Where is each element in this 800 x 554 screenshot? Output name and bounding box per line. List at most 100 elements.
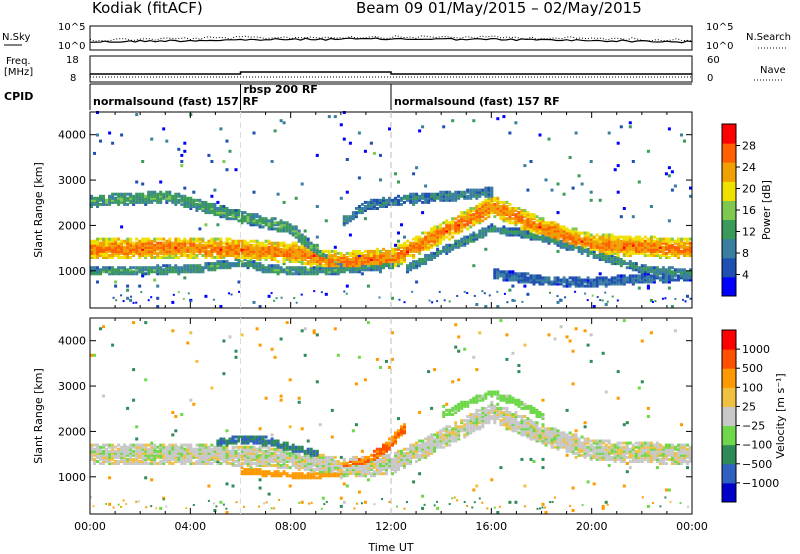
heatmap-cell [195, 447, 199, 451]
heatmap-cell [159, 272, 163, 276]
heatmap-cell [643, 241, 647, 245]
heatmap-cell [580, 241, 584, 245]
heatmap-cell [466, 196, 470, 200]
heatmap-cell [150, 251, 154, 255]
heatmap-cell [231, 217, 235, 221]
heatmap-cell [174, 245, 178, 249]
heatmap-cell [282, 249, 286, 253]
heatmap-cell [207, 445, 211, 449]
heatmap-cell [297, 258, 301, 261]
heatmap-cell [526, 188, 530, 192]
heatmap-cell [297, 476, 301, 480]
heatmap-cell [496, 276, 500, 280]
heatmap-cell [294, 247, 298, 251]
heatmap-cell [568, 280, 572, 284]
heatmap-cell [138, 198, 142, 202]
heatmap-cell [397, 260, 400, 264]
heatmap-cell [680, 245, 683, 249]
heatmap-cell [219, 437, 223, 441]
heatmap-cell [661, 278, 665, 282]
heatmap-cell [132, 202, 136, 206]
heatmap-cell [276, 272, 280, 276]
heatmap-cell [403, 247, 406, 251]
heatmap-cell [327, 264, 331, 268]
heatmap-cell [406, 251, 409, 255]
heatmap-cell [285, 321, 289, 325]
heatmap-cell [228, 457, 232, 461]
heatmap-cell [559, 245, 563, 249]
heatmap-cell [372, 258, 376, 261]
heatmap-cell [267, 223, 271, 227]
heatmap-cell [108, 245, 112, 249]
heatmap-cell [517, 227, 521, 231]
heatmap-cell [333, 268, 337, 272]
heatmap-cell [168, 451, 172, 455]
heatmap-cell [114, 192, 118, 196]
heatmap-cell [529, 225, 533, 229]
heatmap-cell [430, 445, 434, 449]
heatmap-cell [123, 202, 127, 206]
heatmap-cell [150, 256, 154, 259]
heatmap-cell [312, 449, 316, 453]
heatmap-cell [90, 247, 93, 251]
heatmap-cell [571, 278, 575, 282]
heatmap-cell [475, 192, 479, 196]
heatmap-cell [315, 268, 319, 272]
heatmap-cell [345, 262, 349, 266]
heatmap-cell [255, 221, 259, 225]
heatmap-cell [297, 468, 301, 472]
heatmap-cell [686, 274, 689, 278]
heatmap-cell [394, 470, 397, 474]
heatmap-cell [385, 200, 388, 204]
heatmap-cell [252, 435, 256, 439]
heatmap-cell [135, 457, 139, 461]
heatmap-cell [469, 233, 473, 237]
heatmap-cell [643, 239, 647, 243]
heatmap-cell [291, 449, 295, 453]
heatmap-cell [309, 462, 313, 465]
heatmap-cell [300, 329, 304, 333]
heatmap-cell [174, 239, 178, 243]
heatmap-cell [625, 251, 629, 255]
heatmap-cell [318, 264, 322, 268]
heatmap-cell [342, 462, 346, 465]
heatmap-cell [397, 245, 400, 249]
heatmap-cell [508, 221, 512, 225]
heatmap-cell [394, 172, 397, 176]
heatmap-cell [631, 160, 635, 163]
heatmap-cell [556, 239, 560, 243]
heatmap-cell [514, 278, 518, 282]
heatmap-cell [102, 457, 105, 461]
heatmap-cell [300, 455, 304, 459]
heatmap-cell [541, 237, 545, 241]
heatmap-cell [598, 245, 602, 249]
heatmap-cell [300, 182, 304, 186]
heatmap-cell [210, 264, 214, 268]
heatmap-cell [279, 227, 283, 231]
heatmap-cell [505, 233, 509, 237]
heatmap-cell [270, 268, 274, 272]
heatmap-cell [291, 272, 295, 276]
heatmap-cell [634, 235, 638, 239]
heatmap-cell [547, 227, 551, 231]
heatmap-cell [366, 470, 370, 474]
heatmap-cell [213, 245, 217, 249]
heatmap-cell [415, 280, 419, 284]
heatmap-cell [360, 254, 364, 257]
heatmap-cell [490, 196, 494, 200]
heatmap-cell [330, 262, 334, 266]
cpid-label: CPID [4, 90, 33, 103]
heatmap-cell [132, 266, 136, 270]
heatmap-cell [306, 243, 310, 247]
heatmap-cell [333, 254, 337, 257]
heatmap-cell [171, 249, 175, 253]
heatmap-cell [418, 241, 422, 245]
heatmap-cell [210, 268, 214, 272]
heatmap-cell [589, 160, 593, 163]
heatmap-cell [680, 241, 683, 245]
heatmap-cell [619, 280, 623, 284]
heatmap-cell [454, 225, 458, 229]
heatmap-cell [192, 447, 196, 451]
heatmap-cell [345, 284, 349, 288]
heatmap-cell [180, 160, 184, 163]
